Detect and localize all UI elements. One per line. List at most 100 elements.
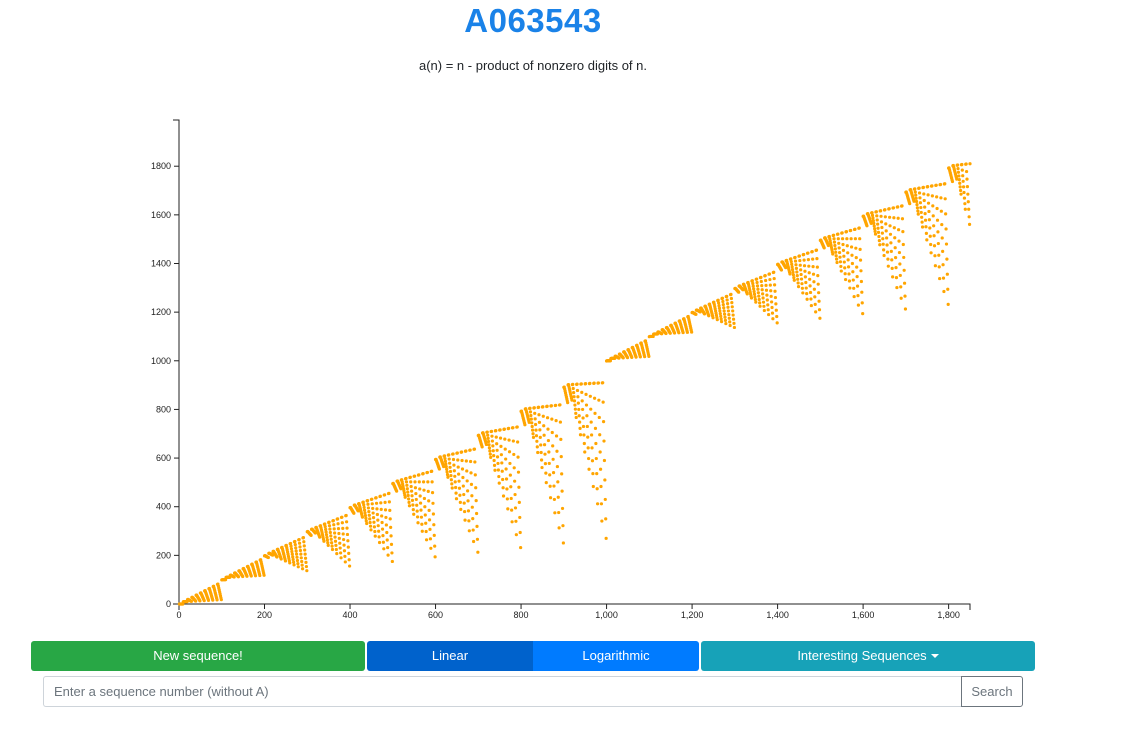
data-point	[762, 308, 766, 313]
data-point	[572, 395, 576, 399]
data-point	[920, 225, 925, 229]
data-point	[849, 237, 853, 241]
data-point	[731, 317, 736, 321]
data-point	[551, 457, 555, 461]
data-point	[323, 525, 327, 529]
data-point	[930, 194, 934, 198]
data-point	[935, 218, 940, 222]
data-point	[751, 281, 755, 286]
data-point	[453, 480, 457, 484]
data-point	[419, 508, 423, 512]
data-point	[344, 513, 348, 518]
y-tick-label: 400	[156, 502, 171, 512]
data-point	[486, 436, 490, 440]
data-point	[548, 496, 553, 500]
data-point	[852, 294, 856, 299]
data-point	[533, 422, 538, 427]
data-point	[846, 265, 851, 269]
data-point	[876, 230, 881, 234]
data-point	[873, 229, 877, 233]
data-point	[956, 167, 960, 171]
data-point	[556, 480, 560, 484]
data-point	[728, 323, 732, 328]
y-tick-label: 1000	[151, 356, 171, 366]
data-point	[448, 465, 452, 469]
data-point	[958, 188, 963, 193]
new-sequence-button[interactable]: New sequence!	[31, 641, 365, 671]
data-point	[718, 312, 722, 316]
sequence-number-input[interactable]	[43, 676, 961, 707]
data-point	[960, 168, 964, 172]
logarithmic-scale-button[interactable]: Logarithmic	[533, 641, 699, 671]
data-point	[496, 468, 500, 472]
data-point	[810, 249, 814, 254]
data-point	[385, 538, 389, 542]
data-point	[813, 302, 817, 306]
data-point	[409, 484, 413, 489]
data-point	[447, 457, 451, 461]
data-point	[451, 457, 456, 462]
data-point	[572, 391, 576, 395]
data-point	[301, 536, 306, 540]
data-point	[681, 330, 685, 335]
data-point	[485, 430, 489, 434]
data-point	[444, 462, 448, 466]
data-point	[551, 471, 556, 475]
data-point	[340, 521, 344, 525]
data-point	[258, 573, 262, 578]
data-point	[589, 420, 593, 424]
data-point	[914, 193, 918, 197]
data-point	[870, 211, 874, 215]
data-point	[944, 242, 949, 246]
data-point	[842, 254, 846, 258]
data-point	[965, 185, 970, 189]
data-point	[880, 225, 884, 230]
data-point	[590, 446, 594, 450]
data-point	[408, 475, 412, 479]
data-point	[473, 460, 477, 464]
data-point	[760, 284, 764, 288]
data-point	[538, 428, 542, 432]
data-point	[963, 207, 967, 211]
data-point	[727, 312, 731, 317]
data-point	[831, 252, 835, 256]
data-point	[533, 411, 537, 415]
data-point	[337, 531, 341, 536]
data-point	[531, 428, 535, 432]
data-point	[383, 493, 387, 497]
search-button[interactable]: Search	[961, 676, 1023, 707]
data-point	[877, 234, 881, 239]
data-point	[730, 301, 734, 305]
data-point	[463, 509, 467, 514]
data-point	[470, 494, 474, 498]
data-point	[945, 272, 949, 276]
data-point	[338, 541, 342, 545]
data-point	[870, 213, 875, 217]
linear-scale-button[interactable]: Linear	[367, 641, 533, 671]
data-point	[834, 250, 838, 254]
data-point	[808, 290, 813, 295]
data-point	[732, 325, 737, 330]
data-point	[729, 296, 734, 301]
data-point	[790, 265, 794, 269]
data-point	[411, 503, 415, 507]
data-point	[550, 417, 554, 421]
data-point	[832, 237, 836, 241]
data-point	[791, 270, 795, 274]
data-point	[941, 276, 946, 280]
data-point	[584, 382, 588, 386]
data-point	[822, 246, 826, 250]
data-point	[460, 458, 464, 463]
data-point	[333, 535, 337, 539]
data-point	[347, 551, 351, 556]
data-point	[375, 512, 379, 517]
data-point	[731, 313, 735, 317]
data-point	[534, 434, 539, 438]
data-point	[471, 517, 475, 521]
data-point	[507, 438, 511, 442]
interesting-sequences-dropdown[interactable]: Interesting Sequences	[701, 641, 1035, 671]
data-point	[890, 258, 894, 262]
data-point	[414, 497, 418, 502]
data-point	[291, 560, 296, 564]
data-point	[590, 433, 594, 437]
